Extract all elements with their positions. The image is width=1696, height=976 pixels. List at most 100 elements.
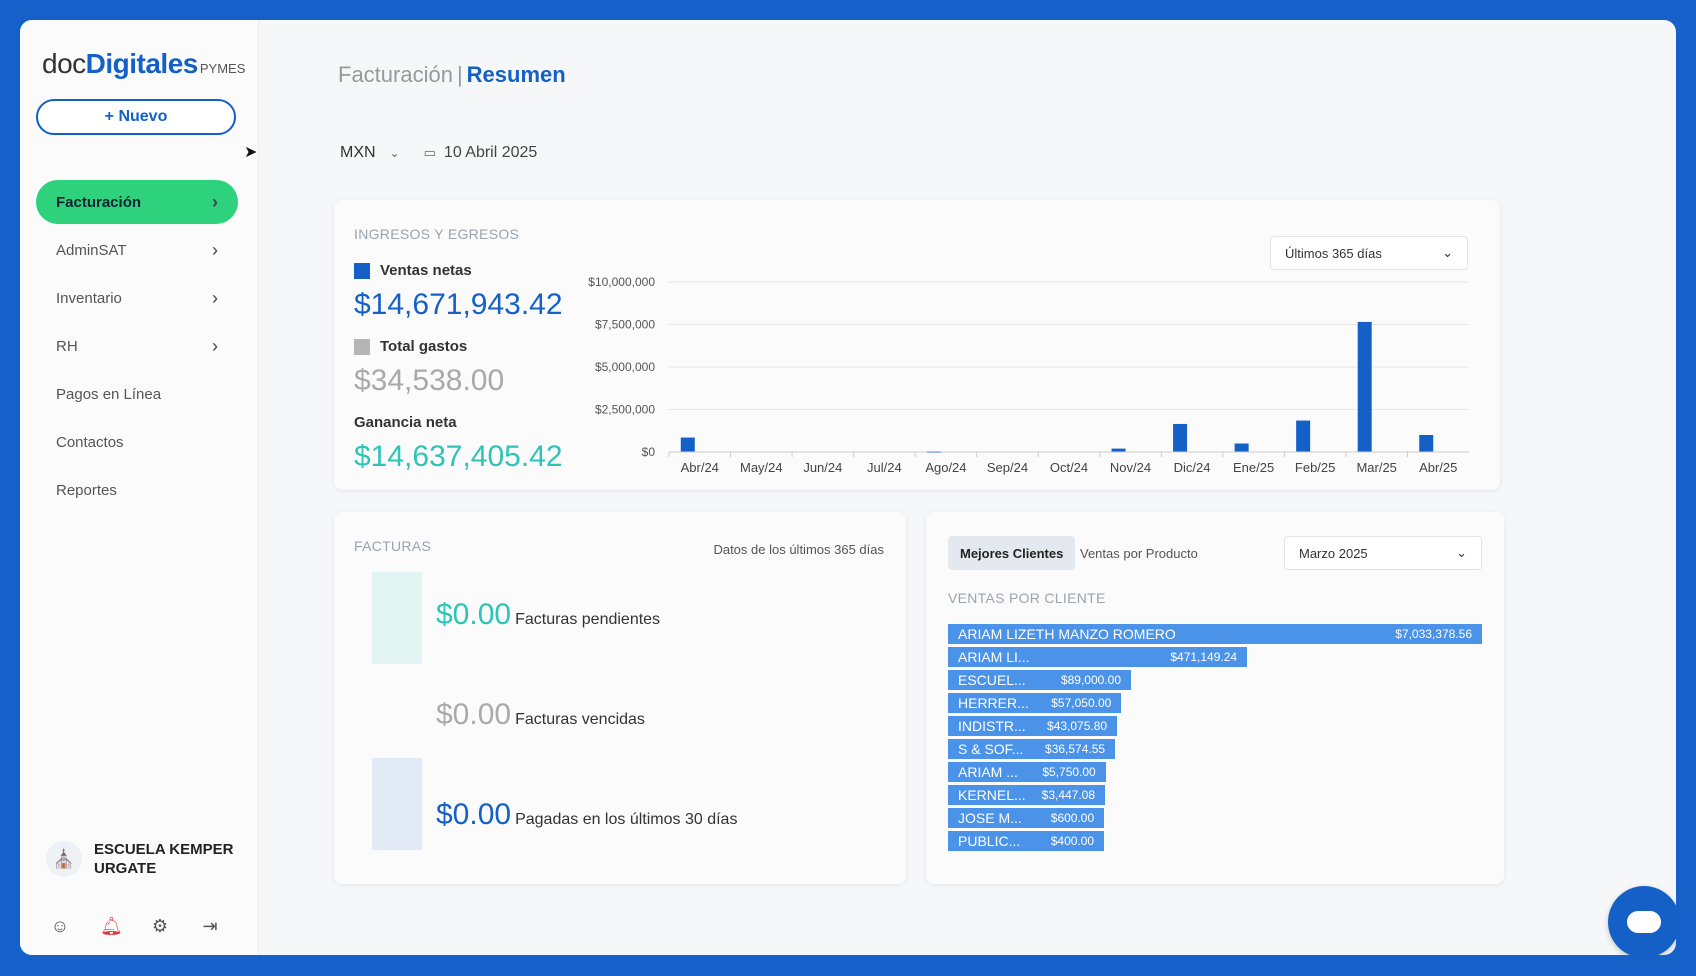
chevron-right-icon: › [212, 191, 218, 212]
currency-select[interactable]: MXN ⌄ [340, 144, 400, 162]
range-select[interactable]: Últimos 365 días ⌄ [1270, 236, 1468, 270]
x-tick-label: Dic/24 [1174, 460, 1211, 475]
x-tick-label: Jul/24 [867, 460, 902, 475]
sidebar-item-label: Facturación [56, 193, 142, 211]
x-tick-label: Nov/24 [1110, 460, 1151, 475]
facturas-card: FACTURAS Datos de los últimos 365 días $… [334, 512, 906, 884]
company-logo-icon: ⛪ [46, 841, 82, 877]
bar-Mar/25[interactable] [1357, 321, 1372, 452]
sidebar-item-adminsat[interactable]: AdminSAT › [36, 228, 238, 272]
pendientes-label: Facturas pendientes [515, 611, 661, 628]
x-tick-label: May/24 [740, 460, 783, 475]
client-bar-row[interactable]: ARIAM LI... $471,149.24 [948, 647, 1248, 667]
facturas-title: FACTURAS [354, 538, 432, 554]
client-amount: $89,000.00 [1060, 673, 1122, 687]
page-title: Facturación | Resumen [338, 62, 566, 88]
bar-Feb/25[interactable] [1296, 420, 1311, 452]
client-bar-row[interactable]: ARIAM ... $5,750.00 [948, 762, 1106, 782]
x-tick-label: Ago/24 [925, 460, 966, 475]
client-bar-row[interactable]: PUBLIC... $400.00 [948, 831, 1105, 851]
client-amount: $471,149.24 [1170, 650, 1238, 664]
sidebar-item-label: Contactos [56, 433, 124, 451]
ventas-swatch [354, 262, 370, 279]
ventas-label: Ventas netas [354, 262, 472, 279]
chat-button[interactable] [1608, 886, 1676, 955]
sidebar-item-pagos[interactable]: Pagos en Línea [36, 372, 238, 416]
client-bar-row[interactable]: HERRER... $57,050.00 [948, 693, 1122, 713]
sidebar-item-facturacion[interactable]: Facturación › [36, 180, 238, 224]
tab-mejores-clientes[interactable]: Mejores Clientes [948, 536, 1076, 570]
client-name: ESCUEL... [958, 672, 1026, 688]
sidebar-item-contactos[interactable]: Contactos [36, 420, 238, 464]
pagadas-amount: $0.00 [436, 798, 512, 831]
chevron-right-icon: › [212, 335, 218, 356]
pendientes-bar [372, 572, 422, 664]
client-name: ARIAM LIZETH MANZO ROMERO [958, 626, 1176, 642]
x-tick-label: Jun/24 [803, 460, 842, 475]
client-name: PUBLIC... [958, 833, 1021, 849]
facturas-note: Datos de los últimos 365 días [713, 542, 884, 557]
client-name: ARIAM ... [958, 764, 1018, 780]
bar-Dic/24[interactable] [1173, 423, 1188, 452]
client-name: KERNEL... [958, 787, 1026, 803]
bar-Ene/25[interactable] [1234, 443, 1249, 453]
date-value: 10 Abril 2025 [443, 144, 538, 161]
breadcrumb-section[interactable]: Facturación [338, 62, 453, 87]
sidebar-item-inventario[interactable]: Inventario › [36, 276, 238, 320]
client-bar-row[interactable]: ARIAM LIZETH MANZO ROMERO $7,033,378.56 [948, 624, 1482, 644]
tab-ventas-producto[interactable]: Ventas por Producto [1080, 545, 1198, 561]
pagadas-label: Pagadas en los últimos 30 días [515, 811, 738, 828]
bell-icon[interactable]: 🔔︎ [100, 916, 123, 936]
month-select[interactable]: Marzo 2025 ⌄ [1284, 536, 1482, 570]
ganancia-label: Ganancia neta [354, 414, 457, 431]
chevron-down-icon: ⌄ [1442, 245, 1453, 260]
ventas-cliente-title: VENTAS POR CLIENTE [948, 590, 1106, 606]
chevron-down-icon: ⌄ [1456, 545, 1467, 560]
logout-icon[interactable]: ⇥ [202, 916, 218, 936]
month-value: Marzo 2025 [1299, 545, 1368, 561]
y-tick-label: $2,500,000 [595, 403, 655, 417]
sidebar-item-reportes[interactable]: Reportes [36, 468, 238, 512]
facturas-vencidas-row[interactable]: $0.00 Facturas vencidas [436, 698, 645, 732]
bar-Abr/24[interactable] [680, 437, 695, 452]
bar-Abr/25[interactable] [1419, 435, 1434, 452]
client-amount: $400.00 [1050, 834, 1095, 848]
gastos-swatch [354, 338, 370, 355]
client-bar-row[interactable]: JOSE M... $600.00 [948, 808, 1105, 828]
currency-value: MXN [340, 144, 376, 161]
x-tick-label: Abr/24 [681, 460, 719, 475]
client-amount: $36,574.55 [1045, 742, 1106, 756]
pendientes-amount: $0.00 [436, 598, 512, 631]
client-bar-row[interactable]: ESCUEL... $89,000.00 [948, 670, 1132, 690]
client-amount: $3,447.08 [1041, 788, 1096, 802]
client-name: S & SOF... [958, 741, 1024, 757]
sidebar-item-label: RH [56, 337, 78, 355]
sidebar: docDigitales PYMES + Nuevo ➤ Facturación … [20, 20, 259, 955]
client-name: HERRER... [958, 695, 1029, 711]
company-info[interactable]: ⛪ ESCUELA KEMPER URGATE [46, 840, 234, 878]
client-bar-row[interactable]: S & SOF... $36,574.55 [948, 739, 1116, 759]
gear-icon[interactable]: ⚙ [151, 916, 169, 936]
facturas-pendientes-row[interactable]: $0.00 Facturas pendientes [436, 598, 660, 632]
sidebar-item-label: Inventario [56, 289, 122, 307]
new-button[interactable]: + Nuevo [36, 99, 236, 135]
vencidas-amount: $0.00 [436, 698, 512, 731]
facturas-pagadas-row[interactable]: $0.00 Pagadas en los últimos 30 días [436, 798, 737, 832]
ingresos-title: INGRESOS Y EGRESOS [354, 226, 520, 242]
sidebar-item-rh[interactable]: RH › [36, 324, 238, 368]
vencidas-label: Facturas vencidas [515, 711, 645, 728]
client-bar-row[interactable]: INDISTR... $43,075.80 [948, 716, 1118, 736]
ganancia-value: $14,637,405.42 [354, 440, 563, 473]
client-bar-row[interactable]: KERNEL... $3,447.08 [948, 785, 1106, 805]
pagadas-bar [372, 758, 422, 850]
client-amount: $600.00 [1050, 811, 1095, 825]
bar-Nov/24[interactable] [1111, 448, 1126, 452]
sidebar-nav: Facturación › AdminSAT › Inventario › RH… [36, 180, 238, 516]
client-name: INDISTR... [958, 718, 1026, 734]
toolbar: MXN ⌄ ▭ 10 Abril 2025 [340, 144, 537, 162]
gastos-value: $34,538.00 [354, 364, 505, 397]
ventas-value: $14,671,943.42 [354, 288, 563, 321]
date-picker[interactable]: ▭ 10 Abril 2025 [424, 144, 538, 162]
sidebar-footer: ☺ 🔔︎ ⚙ ⇥ [50, 916, 220, 937]
user-icon[interactable]: ☺ [50, 916, 70, 936]
